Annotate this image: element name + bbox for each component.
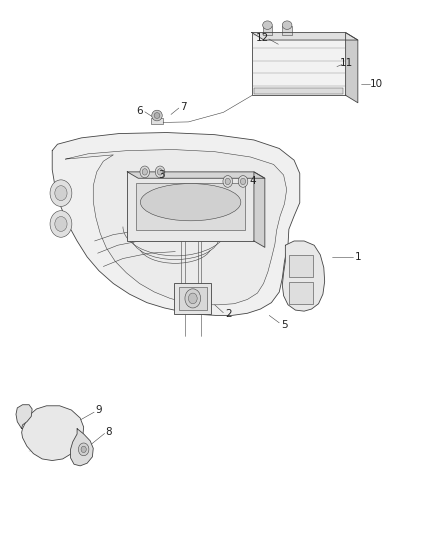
Text: 10: 10 xyxy=(370,79,383,89)
Text: 2: 2 xyxy=(225,309,232,319)
Polygon shape xyxy=(127,172,265,178)
Bar xyxy=(136,182,245,230)
Circle shape xyxy=(55,185,67,200)
Text: 6: 6 xyxy=(136,106,143,116)
Text: 9: 9 xyxy=(95,405,102,415)
Bar xyxy=(179,287,207,310)
Circle shape xyxy=(185,289,201,308)
Polygon shape xyxy=(254,172,265,247)
Polygon shape xyxy=(71,429,93,466)
Circle shape xyxy=(223,175,233,187)
Text: 4: 4 xyxy=(250,176,256,187)
Bar xyxy=(289,282,313,304)
Bar xyxy=(254,88,343,94)
Circle shape xyxy=(50,211,72,237)
Bar xyxy=(174,283,212,314)
Bar xyxy=(252,33,346,95)
Polygon shape xyxy=(52,133,300,316)
Ellipse shape xyxy=(154,112,160,118)
Polygon shape xyxy=(283,241,325,311)
Circle shape xyxy=(225,178,230,184)
Circle shape xyxy=(140,166,150,177)
Bar xyxy=(283,26,292,35)
Polygon shape xyxy=(252,33,358,40)
Polygon shape xyxy=(346,33,358,103)
Text: 1: 1 xyxy=(354,252,361,262)
Bar xyxy=(263,26,272,35)
Polygon shape xyxy=(16,405,32,429)
Text: 5: 5 xyxy=(281,320,288,330)
Text: 7: 7 xyxy=(180,102,187,112)
Ellipse shape xyxy=(283,21,292,29)
Circle shape xyxy=(155,166,165,177)
Circle shape xyxy=(157,168,162,175)
Circle shape xyxy=(240,178,246,184)
Circle shape xyxy=(238,175,248,187)
Circle shape xyxy=(55,216,67,231)
Bar xyxy=(289,255,313,277)
Circle shape xyxy=(50,180,72,206)
Text: 3: 3 xyxy=(158,170,165,180)
Polygon shape xyxy=(21,406,84,461)
Text: 12: 12 xyxy=(256,33,269,43)
Circle shape xyxy=(78,443,89,456)
Ellipse shape xyxy=(141,183,241,221)
Ellipse shape xyxy=(263,21,272,29)
Text: 11: 11 xyxy=(340,59,353,68)
Polygon shape xyxy=(65,150,287,305)
Circle shape xyxy=(81,446,86,453)
Bar xyxy=(127,172,254,241)
Text: 8: 8 xyxy=(106,427,112,438)
Circle shape xyxy=(188,293,197,304)
Bar xyxy=(151,118,163,124)
Ellipse shape xyxy=(152,110,162,121)
Circle shape xyxy=(142,168,148,175)
